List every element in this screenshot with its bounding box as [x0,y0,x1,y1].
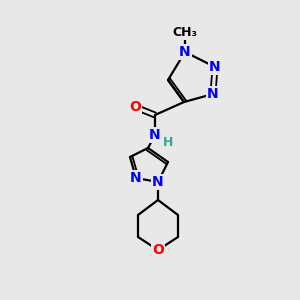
Text: CH₃: CH₃ [172,26,197,38]
Text: N: N [149,128,161,142]
Text: N: N [209,60,221,74]
Text: N: N [130,171,142,185]
Text: O: O [152,243,164,257]
Text: N: N [152,175,164,189]
Text: N: N [207,87,219,101]
Text: O: O [129,100,141,114]
Text: H: H [163,136,173,148]
Text: N: N [179,45,191,59]
